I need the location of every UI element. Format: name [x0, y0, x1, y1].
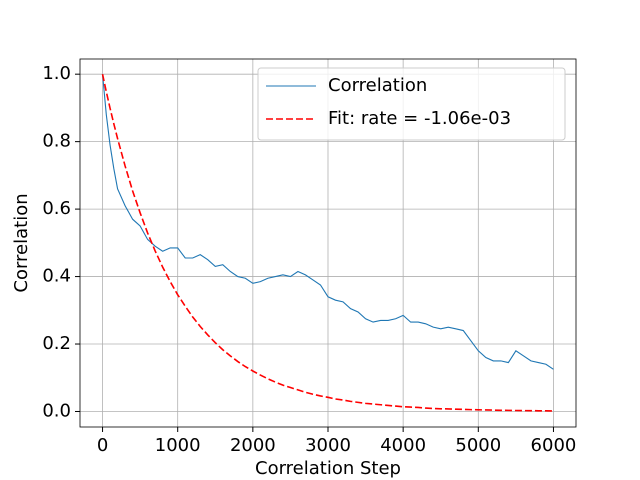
legend-label: Fit: rate = -1.06e-03 [328, 108, 511, 129]
legend-label: Correlation [328, 75, 427, 96]
y-tick-label: 1.0 [42, 63, 71, 84]
x-tick-label: 4000 [380, 435, 426, 456]
y-tick-label: 0.4 [42, 266, 71, 287]
y-tick-label: 0.0 [42, 400, 71, 421]
x-tick-label: 3000 [305, 435, 351, 456]
data-line [101, 74, 554, 412]
y-tick-label: 0.2 [42, 333, 71, 354]
x-tick-label: 1000 [155, 435, 201, 456]
y-tick-label: 0.8 [42, 131, 71, 152]
x-tick-label: 2000 [230, 435, 276, 456]
x-tick-label: 0 [97, 435, 108, 456]
data-line [101, 74, 554, 370]
legend-box [257, 67, 566, 141]
x-tick-label: 5000 [455, 435, 501, 456]
x-axis-label: Correlation Step [255, 458, 401, 479]
y-axis-label: Correlation [11, 193, 32, 292]
x-tick-label: 6000 [531, 435, 577, 456]
y-tick-label: 0.6 [42, 198, 71, 219]
plot-frame [79, 58, 577, 428]
